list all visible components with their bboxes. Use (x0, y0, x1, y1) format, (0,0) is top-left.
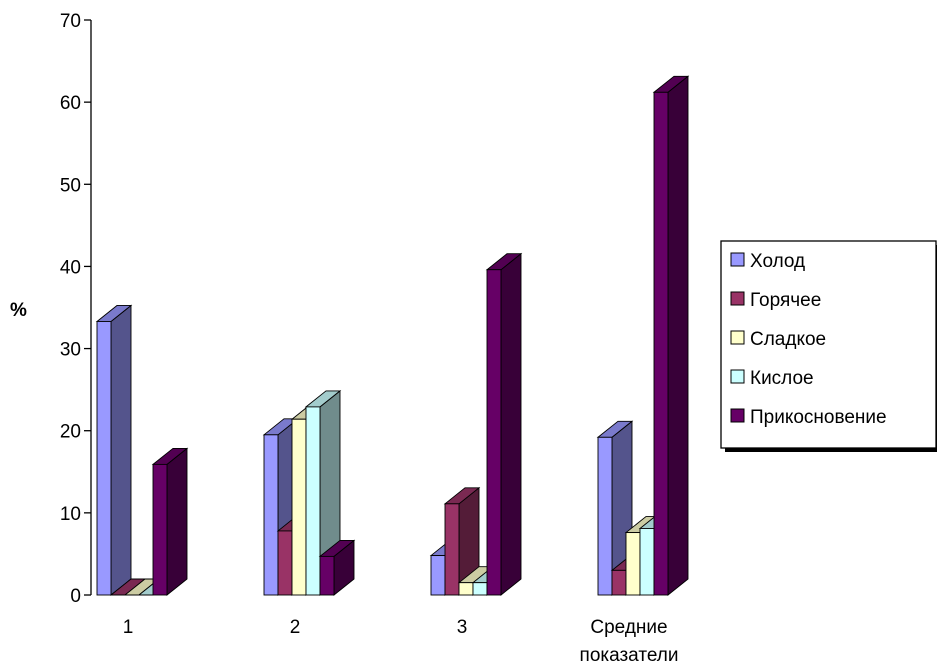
legend-swatch (730, 330, 745, 345)
y-axis: 0 10 20 30 40 50 60 70 (60, 11, 92, 607)
y-tick-label: 40 (60, 257, 81, 278)
bar (318, 539, 356, 596)
y-axis-label: % (10, 300, 27, 321)
bar (443, 486, 481, 596)
x-tick-label: 2 (290, 617, 301, 638)
legend-label: Прикосновение (750, 407, 887, 428)
y-tick-label: 70 (60, 11, 81, 32)
x-axis-labels: 1 2 3 Средние показатели (123, 617, 679, 666)
y-tick-label: 0 (70, 586, 81, 607)
bar (95, 304, 133, 596)
x-tick-label: Средние (590, 617, 667, 638)
y-tick-label: 10 (60, 504, 81, 525)
legend-swatch (730, 408, 745, 423)
x-tick-label: 3 (457, 617, 468, 638)
legend-swatch (730, 252, 745, 267)
x-tick-label: показатели (580, 645, 679, 666)
bar (652, 75, 690, 596)
y-tick-label: 50 (60, 175, 81, 196)
legend-label: Сладкое (750, 329, 826, 350)
legend-label: Горячее (750, 290, 821, 311)
legend: Холод Горячее Сладкое Кислое Прикосновение (720, 240, 937, 452)
legend-box (720, 240, 937, 449)
bar (485, 252, 523, 596)
x-tick-label: 1 (123, 617, 134, 638)
y-tick-label: 60 (60, 93, 81, 114)
bar (151, 447, 189, 596)
legend-label: Холод (750, 251, 805, 272)
legend-swatch (730, 291, 745, 306)
y-tick-label: 20 (60, 422, 81, 443)
legend-label: Кислое (750, 368, 814, 389)
bars (95, 75, 690, 596)
legend-swatch (730, 369, 745, 384)
y-tick-label: 30 (60, 340, 81, 361)
